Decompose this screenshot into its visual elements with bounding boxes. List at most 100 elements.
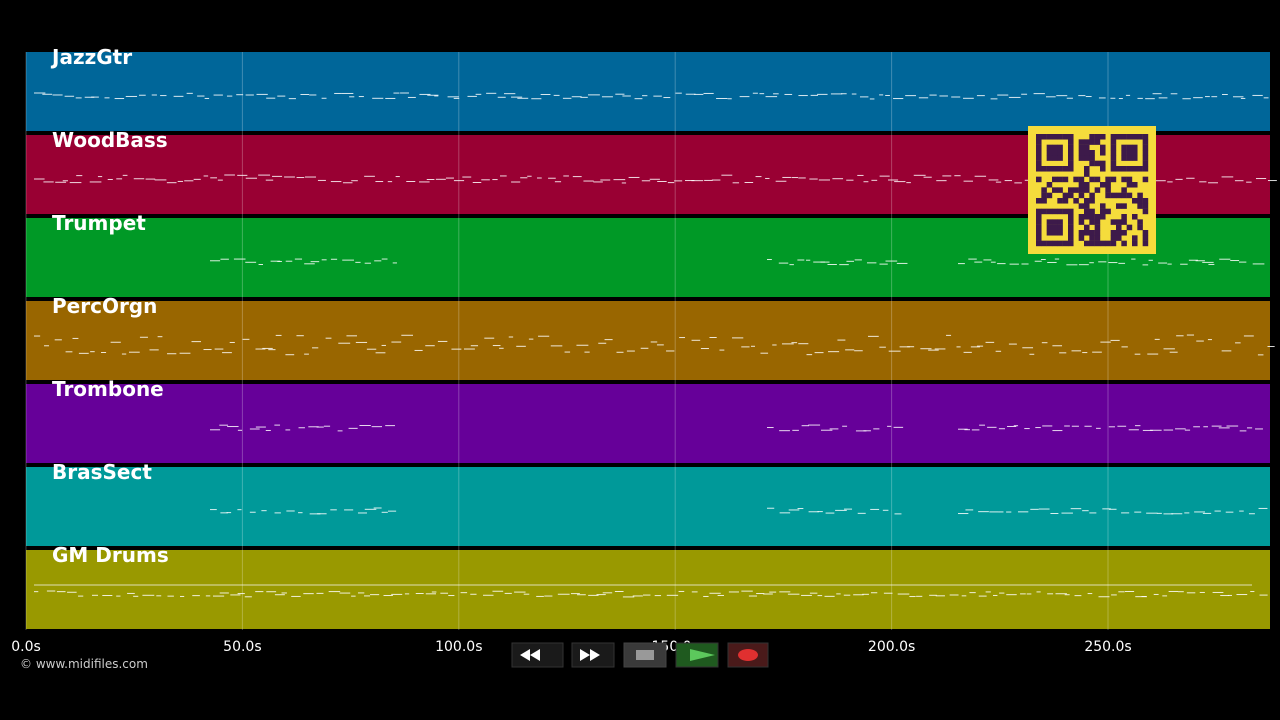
qr-cell xyxy=(1046,150,1053,156)
qr-cell xyxy=(1036,150,1042,156)
qr-cell xyxy=(1094,187,1101,193)
qr-cell xyxy=(1110,176,1117,183)
play-button[interactable] xyxy=(675,642,719,668)
qr-cell xyxy=(1068,240,1074,247)
qr-cell xyxy=(1126,134,1133,140)
qr-cell xyxy=(1110,144,1117,151)
qr-cell xyxy=(1105,240,1111,247)
qr-cell xyxy=(1041,192,1047,199)
qr-cell xyxy=(1126,144,1133,151)
qr-cell xyxy=(1057,198,1063,204)
qr-cell xyxy=(1057,224,1063,231)
qr-cell xyxy=(1137,198,1143,204)
qr-cell xyxy=(1057,150,1063,156)
qr-cell xyxy=(1036,160,1042,167)
qr-cell xyxy=(1036,224,1042,231)
qr-cell xyxy=(1036,230,1042,236)
qr-cell xyxy=(1041,208,1047,215)
qr-cell xyxy=(1126,182,1133,188)
qr-cell xyxy=(1068,235,1074,241)
track-name: GM Drums xyxy=(52,543,169,567)
qr-cell xyxy=(1078,150,1085,156)
qr-cell xyxy=(1052,176,1058,183)
qr-cell xyxy=(1046,208,1053,215)
qr-cell xyxy=(1036,144,1042,151)
labels: JazzGtr WoodBass Trumpet PercOrgn Trombone Br… xyxy=(50,45,169,567)
qr-cell xyxy=(1036,155,1042,161)
qr-cell xyxy=(1089,198,1095,204)
qr-cell xyxy=(1110,150,1117,156)
qr-cell xyxy=(1089,155,1095,161)
qr-cell xyxy=(1121,240,1127,247)
qr-cell xyxy=(1089,134,1095,140)
track-name: JazzGtr xyxy=(50,45,132,69)
qr-cell xyxy=(1094,134,1101,140)
qr-cell xyxy=(1100,240,1106,247)
qr-cell xyxy=(1089,208,1095,215)
qr-cell xyxy=(1084,214,1090,220)
qr-cell xyxy=(1052,219,1058,225)
qr-cell xyxy=(1078,144,1085,151)
track-name: PercOrgn xyxy=(52,294,157,318)
qr-cell xyxy=(1089,230,1095,236)
qr-cell xyxy=(1046,134,1053,140)
qr-cell xyxy=(1126,176,1133,183)
qr-cell xyxy=(1110,240,1117,247)
qr-cell xyxy=(1057,134,1063,140)
qr-cell xyxy=(1142,230,1149,236)
copyright: © www.midifiles.com xyxy=(20,657,148,671)
qr-cell xyxy=(1057,240,1063,247)
qr-cell xyxy=(1046,192,1053,199)
qr-cell xyxy=(1084,187,1090,193)
qr-cell xyxy=(1121,203,1127,209)
qr-cell xyxy=(1110,192,1117,199)
rewind-button[interactable] xyxy=(511,642,564,668)
qr-cell xyxy=(1132,150,1138,156)
track-lane xyxy=(26,467,1270,546)
qr-cell xyxy=(1057,208,1063,215)
qr-cell xyxy=(1068,214,1074,220)
qr-cell xyxy=(1046,219,1053,225)
qr-cell xyxy=(1078,230,1085,236)
tick-label: 200.0s xyxy=(868,639,915,655)
qr-cell xyxy=(1132,155,1138,161)
qr-cell xyxy=(1046,224,1053,231)
stop-button[interactable] xyxy=(623,642,667,668)
qr-cell xyxy=(1084,144,1090,151)
track-name: Trumpet xyxy=(52,211,146,235)
qr-cell xyxy=(1078,176,1085,183)
qr-cell xyxy=(1110,230,1117,236)
track-lane xyxy=(26,301,1270,380)
qr-cell xyxy=(1036,235,1042,241)
qr-cell xyxy=(1142,150,1149,156)
qr-cell xyxy=(1052,166,1058,172)
qr-cell xyxy=(1110,219,1117,225)
qr-cell xyxy=(1116,166,1122,172)
qr-cell xyxy=(1057,155,1063,161)
qr-cell xyxy=(1121,230,1127,236)
qr-cell xyxy=(1046,155,1053,161)
qr-cell xyxy=(1132,214,1138,220)
qr-cell xyxy=(1084,155,1090,161)
qr-cell xyxy=(1142,176,1149,183)
qr-cell xyxy=(1132,166,1138,172)
qr-cell xyxy=(1036,208,1042,215)
record-button[interactable] xyxy=(727,642,769,668)
qr-cell xyxy=(1084,203,1090,209)
qr-cell xyxy=(1036,166,1042,172)
forward-button[interactable] xyxy=(571,642,615,668)
qr-cell xyxy=(1052,230,1058,236)
qr-cell xyxy=(1110,235,1117,241)
qr-cell xyxy=(1089,219,1095,225)
qr-cell xyxy=(1084,166,1090,172)
qr-cell xyxy=(1110,134,1117,140)
qr-cell xyxy=(1068,160,1074,167)
qr-cell xyxy=(1089,160,1095,167)
qr-cell xyxy=(1089,235,1095,241)
qr-cell xyxy=(1036,214,1042,220)
qr-cell xyxy=(1142,235,1149,241)
qr-cell xyxy=(1089,176,1095,183)
time-axis: 0.0s 50.0s 100.0s 150.0s 200.0s 250.0s xyxy=(11,639,1131,655)
qr-cell xyxy=(1062,198,1069,204)
qr-cell xyxy=(1084,198,1090,204)
